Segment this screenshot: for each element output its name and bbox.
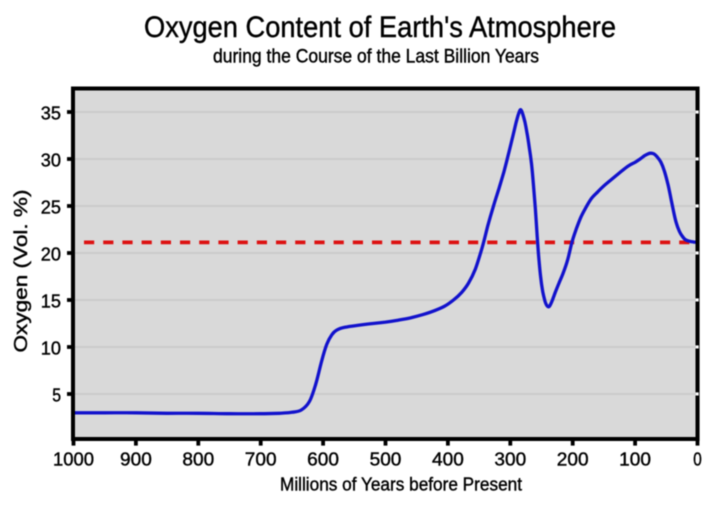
svg-text:100: 100 (619, 449, 651, 469)
svg-text:during the Course of the Last: during the Course of the Last Billion Ye… (213, 47, 539, 68)
svg-text:Millions of Years before Prese: Millions of Years before Present (280, 475, 522, 495)
svg-text:200: 200 (557, 449, 589, 469)
svg-text:400: 400 (432, 449, 464, 469)
svg-text:1000: 1000 (53, 449, 94, 469)
svg-text:500: 500 (370, 449, 402, 469)
svg-text:25: 25 (41, 198, 61, 218)
svg-text:900: 900 (120, 449, 152, 469)
svg-text:0: 0 (693, 449, 702, 469)
svg-text:20: 20 (41, 245, 61, 265)
svg-text:800: 800 (182, 449, 214, 469)
svg-text:Oxygen Content of Earth's Atmo: Oxygen Content of Earth's Atmosphere (144, 11, 616, 44)
svg-text:15: 15 (41, 292, 61, 312)
svg-text:35: 35 (41, 104, 61, 124)
svg-text:700: 700 (245, 449, 277, 469)
svg-text:30: 30 (41, 151, 61, 171)
svg-text:5: 5 (52, 386, 61, 406)
svg-text:300: 300 (494, 449, 526, 469)
svg-text:600: 600 (307, 449, 339, 469)
svg-text:Oxygen (Vol. %): Oxygen (Vol. %) (11, 190, 31, 353)
svg-text:10: 10 (41, 339, 61, 359)
